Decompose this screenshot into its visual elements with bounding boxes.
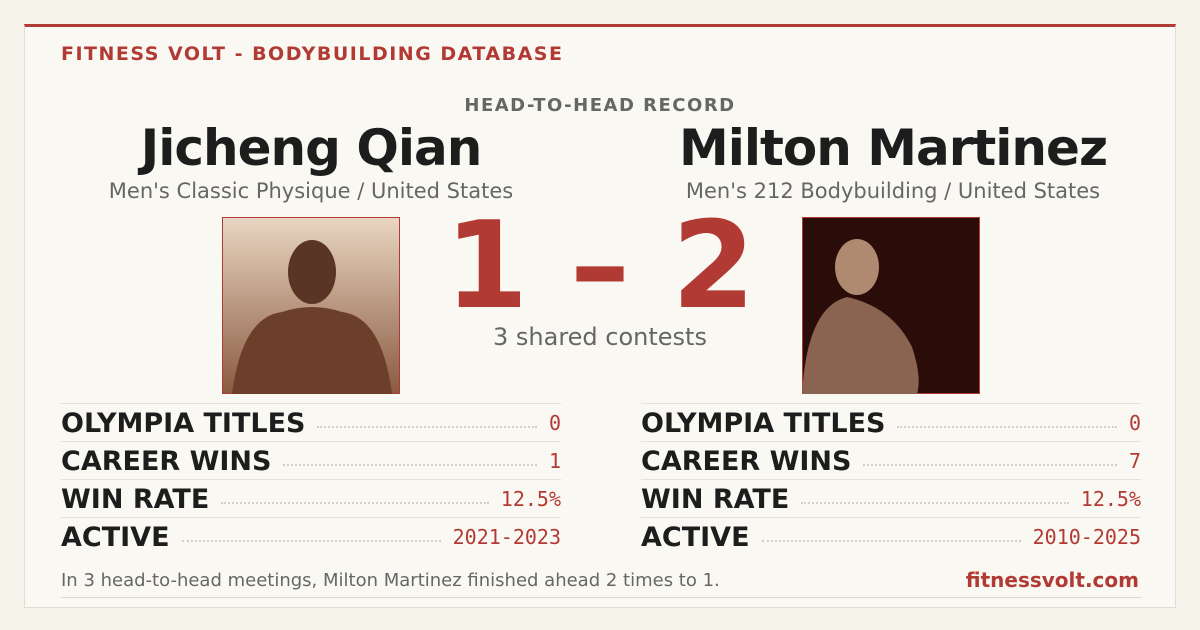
leader	[221, 502, 489, 504]
score-right: 2	[671, 197, 756, 336]
stat-label: OLYMPIA TITLES	[61, 407, 306, 439]
leader	[801, 502, 1069, 504]
leader	[283, 464, 537, 466]
stat-row: CAREER WINS 1	[61, 441, 561, 480]
stat-value: 12.5%	[1080, 487, 1141, 511]
stat-value: 2010-2025	[1032, 525, 1141, 549]
stat-label: WIN RATE	[641, 483, 790, 515]
stat-label: OLYMPIA TITLES	[641, 407, 886, 439]
player-photo	[802, 217, 980, 394]
summary: In 3 head-to-head meetings, Milton Marti…	[61, 570, 720, 591]
player-division: Men's Classic Physique / United States	[108, 179, 514, 203]
player-name: Jicheng Qian	[140, 119, 483, 177]
section-title: HEAD-TO-HEAD RECORD	[464, 95, 736, 116]
player-name: Milton Martinez	[678, 119, 1108, 177]
stat-label: CAREER WINS	[641, 445, 852, 477]
stat-row: CAREER WINS 7	[641, 441, 1141, 480]
player-division: Men's 212 Bodybuilding / United States	[685, 179, 1101, 203]
leader	[897, 426, 1117, 428]
leader	[863, 464, 1117, 466]
stat-row: WIN RATE 12.5%	[641, 479, 1141, 518]
stat-row: WIN RATE 12.5%	[61, 479, 561, 518]
stat-label: ACTIVE	[61, 521, 170, 553]
stat-label: WIN RATE	[61, 483, 210, 515]
site-link[interactable]: fitnessvolt.com	[965, 568, 1139, 592]
divider	[61, 597, 1141, 598]
leader	[181, 540, 441, 542]
score-left: 1	[444, 197, 529, 336]
stat-value: 1	[548, 449, 561, 473]
stat-row: ACTIVE 2021-2023	[61, 517, 561, 556]
shared-contests: 3 shared contests	[493, 323, 707, 351]
stat-label: CAREER WINS	[61, 445, 272, 477]
stat-label: ACTIVE	[641, 521, 750, 553]
leader	[761, 540, 1021, 542]
stat-value: 2021-2023	[452, 525, 561, 549]
score: 1 – 2	[325, 197, 875, 336]
stat-row: ACTIVE 2010-2025	[641, 517, 1141, 556]
brand: FITNESS VOLT - BODYBUILDING DATABASE	[61, 43, 564, 65]
stat-value: 0	[548, 411, 561, 435]
stat-row: OLYMPIA TITLES 0	[61, 403, 561, 442]
stat-value: 0	[1128, 411, 1141, 435]
card: FITNESS VOLT - BODYBUILDING DATABASE HEA…	[24, 24, 1176, 608]
stat-row: OLYMPIA TITLES 0	[641, 403, 1141, 442]
leader	[317, 426, 537, 428]
player-photo	[222, 217, 400, 394]
stat-value: 7	[1128, 449, 1141, 473]
stat-value: 12.5%	[500, 487, 561, 511]
score-separator: –	[570, 197, 630, 336]
